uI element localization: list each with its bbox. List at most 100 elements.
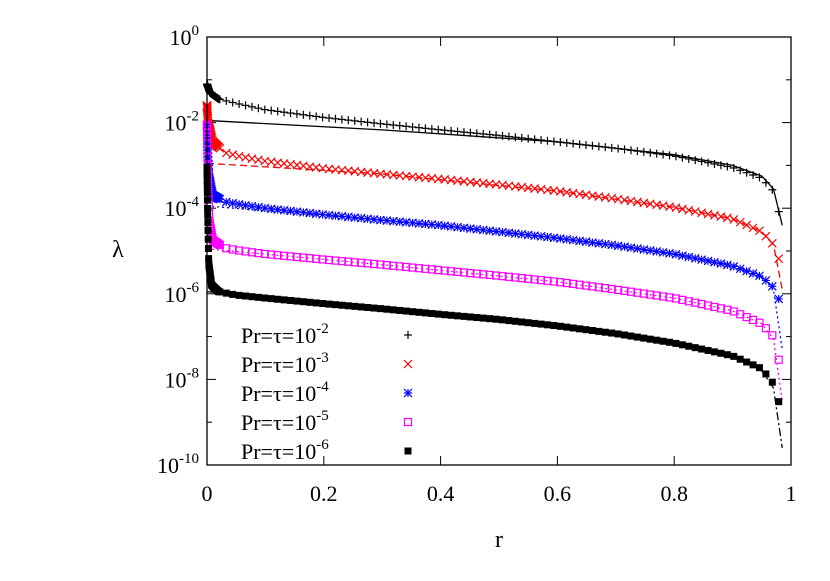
data-point (729, 214, 739, 224)
data-point (370, 118, 379, 127)
data-point (582, 326, 590, 334)
data-point (569, 139, 578, 148)
data-point (704, 158, 713, 167)
data-point (260, 105, 269, 114)
data-point (562, 138, 571, 147)
data-point (646, 148, 655, 157)
data-point (755, 173, 764, 182)
data-point (742, 168, 751, 177)
data-point (691, 344, 699, 352)
data-point (691, 156, 700, 165)
data-point (343, 212, 353, 222)
data-point (266, 204, 276, 214)
data-point (717, 349, 725, 357)
data-point (440, 126, 449, 135)
legend-marker (403, 417, 413, 427)
data-point (755, 318, 764, 327)
data-point (594, 142, 603, 151)
data-point (518, 318, 526, 326)
data-point (204, 226, 212, 234)
data-point (588, 327, 596, 335)
data-point (511, 317, 519, 325)
data-point (761, 324, 770, 333)
data-point (299, 298, 307, 306)
legend-marker (404, 331, 412, 339)
data-point (486, 315, 494, 323)
data-point (214, 240, 223, 249)
data-point (639, 147, 648, 156)
data-point (524, 134, 533, 143)
data-point (331, 114, 340, 123)
data-point (775, 398, 783, 406)
legend-marker (403, 359, 413, 369)
fit-line-1 (206, 119, 783, 226)
data-point (537, 320, 545, 328)
y-tick-label: 10-6 (165, 280, 200, 307)
data-point (299, 110, 308, 119)
data-point (748, 223, 758, 233)
data-point (659, 150, 668, 159)
data-point (716, 161, 725, 170)
data-point (698, 345, 706, 353)
data-point (235, 291, 243, 299)
data-point (678, 153, 687, 162)
data-point (723, 351, 731, 359)
data-point (228, 198, 238, 208)
legend-label: Pr=τ=10-6 (241, 437, 329, 464)
data-point (454, 312, 462, 320)
data-point (222, 96, 231, 105)
data-point (376, 305, 384, 313)
data-point (479, 314, 487, 322)
data-point (608, 329, 616, 337)
data-point (498, 131, 507, 140)
data-point (254, 104, 263, 113)
data-point (338, 301, 346, 309)
data-point (434, 125, 443, 134)
data-point (344, 302, 352, 310)
legend-label: Pr=τ=10-3 (241, 350, 329, 377)
data-point (234, 199, 244, 209)
data-point (414, 123, 423, 132)
data-point (280, 108, 289, 117)
data-point (588, 141, 597, 150)
data-point (242, 292, 250, 300)
data-point (216, 288, 224, 296)
data-point (768, 185, 777, 194)
data-point (383, 305, 391, 313)
data-point (421, 124, 430, 133)
data-point (755, 226, 764, 236)
data-point (749, 171, 758, 180)
data-point (472, 129, 481, 138)
data-point (723, 162, 732, 171)
data-point (550, 322, 558, 330)
x-axis-label: r (495, 527, 503, 553)
data-point (569, 324, 577, 332)
data-point (447, 311, 455, 319)
tick-labels: 0 0.2 0.4 0.6 0.8 1 100 10-2 10-4 10-6 10-8 10-10 (157, 23, 797, 506)
data-point (556, 322, 564, 330)
legend-label: Pr=τ=10-5 (241, 408, 329, 435)
data-point (241, 101, 250, 110)
data-point (499, 316, 507, 324)
data-point (280, 296, 288, 304)
data-point (761, 178, 770, 187)
data-point (736, 355, 744, 363)
data-point (466, 313, 474, 321)
data-point (710, 348, 718, 356)
legend-label: Pr=τ=10-4 (241, 379, 329, 406)
data-point (292, 109, 301, 118)
data-point (441, 311, 449, 319)
data-point (556, 138, 565, 147)
data-point (749, 361, 757, 369)
data-point (389, 121, 398, 130)
data-point (504, 228, 514, 238)
data-point (729, 163, 738, 172)
data-point (563, 323, 571, 331)
data-point (215, 143, 225, 153)
data-point (730, 352, 738, 360)
legend-marker (403, 388, 413, 398)
data-point (755, 271, 764, 281)
y-axis-label: λ (112, 237, 124, 263)
y-tick-label: 10-4 (165, 194, 200, 221)
